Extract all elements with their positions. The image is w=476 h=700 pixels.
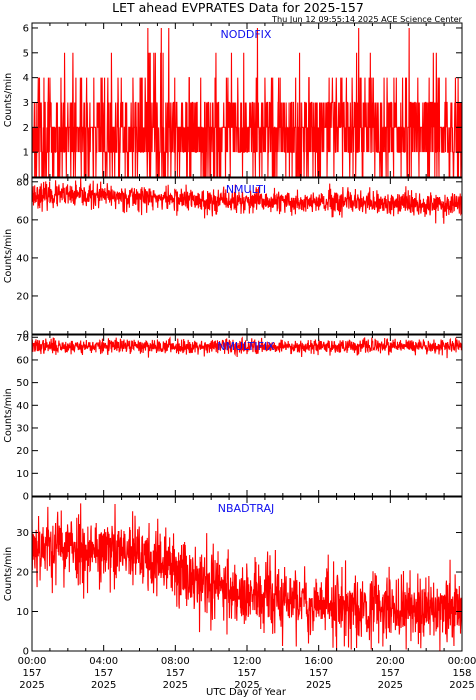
y-tick-label: 40 <box>16 401 29 412</box>
x-tick-label: 00:00 <box>18 656 47 667</box>
series-line-nmultifix <box>32 336 462 359</box>
x-tick-label: 2025 <box>449 680 474 691</box>
x-tick-label: 2025 <box>163 680 188 691</box>
y-tick-label: 10 <box>16 607 29 618</box>
series-line-nbadtraj <box>32 503 462 651</box>
x-axis-label: UTC Day of Year <box>206 687 287 698</box>
x-tick-label: 2025 <box>91 680 116 691</box>
x-tick-label: 2025 <box>306 680 331 691</box>
y-tick-label: 1 <box>23 148 29 159</box>
y-tick-label: 4 <box>23 73 29 84</box>
x-tick-labels: 00:00157202504:00157202508:00157202512:0… <box>18 656 476 691</box>
y-tick-label: 20 <box>16 446 29 457</box>
y-tick-label: 20 <box>16 568 29 579</box>
x-tick-label: 2025 <box>19 680 44 691</box>
series-line-nmulti <box>32 178 462 224</box>
panels-group: 0 1 2 3 4 5 6 Counts/min NODDFIX 0 20 40 60 80 Counts/… <box>3 22 463 658</box>
y-axis-label: Counts/min <box>3 229 14 283</box>
y-tick-label: 2 <box>23 123 29 134</box>
panel-noddfix: 0 1 2 3 4 5 6 Counts/min NODDFIX <box>3 22 463 184</box>
y-tick-label: 0 <box>23 492 29 503</box>
y-tick-label: 40 <box>16 253 29 264</box>
y-tick-label: 20 <box>16 291 29 302</box>
x-tick-label: 157 <box>237 668 256 679</box>
y-tick-label: 60 <box>16 355 29 366</box>
series-line-noddfix <box>32 27 462 177</box>
x-tick-label: 2025 <box>378 680 403 691</box>
panel-label-noddfix: NODDFIX <box>221 28 272 41</box>
plot-frame <box>31 334 463 497</box>
x-tick-label: 157 <box>381 668 400 679</box>
panel-label-nmulti: NMULTI <box>226 183 266 196</box>
y-tick-label: 30 <box>16 528 29 539</box>
x-tick-label: 12:00 <box>233 656 262 667</box>
y-tick-label: 80 <box>16 177 29 188</box>
chart-subtitle: Thu Jun 12 09:55:14 2025 ACE Science Cen… <box>271 14 463 24</box>
chart-title: LET ahead EVPRATES Data for 2025-157 <box>112 0 364 15</box>
x-tick-label: 2025 <box>234 680 259 691</box>
panel-label-nmultifix: NMULTIFIX <box>217 340 275 353</box>
y-tick-label: 60 <box>16 215 29 226</box>
x-tick-label: 157 <box>22 668 41 679</box>
y-tick-label: 30 <box>16 423 29 434</box>
y-tick-label: 5 <box>23 48 29 59</box>
y-tick-label: 50 <box>16 378 29 389</box>
panel-label-nbadtraj: NBADTRAJ <box>218 502 274 515</box>
panel-nmulti: 0 20 40 60 80 Counts/min NMULTI <box>3 177 463 341</box>
panel-nmultifix: 0 10 20 30 40 50 60 70 Counts/min NMULTIFIX <box>3 333 463 503</box>
y-tick-label: 10 <box>16 469 29 480</box>
y-tick-label: 70 <box>16 333 29 344</box>
y-axis-label: Counts/min <box>3 73 14 127</box>
y-tick-label: 0 <box>23 173 29 184</box>
y-axis-label: Counts/min <box>3 388 14 442</box>
x-tick-label: 158 <box>452 668 471 679</box>
x-tick-label: 157 <box>309 668 328 679</box>
y-tick-label: 0 <box>23 330 29 341</box>
x-tick-label: 00:00 <box>448 656 476 667</box>
x-tick-label: 157 <box>94 668 113 679</box>
x-tick-label: 20:00 <box>376 656 405 667</box>
x-tick-label: 04:00 <box>89 656 118 667</box>
y-tick-label: 3 <box>23 98 29 109</box>
y-tick-label: 0 <box>23 647 29 658</box>
y-axis-label: Counts/min <box>3 547 14 601</box>
x-tick-label: 08:00 <box>161 656 190 667</box>
x-tick-label: 16:00 <box>304 656 333 667</box>
x-tick-label: 157 <box>166 668 185 679</box>
y-tick-label: 6 <box>23 23 29 34</box>
